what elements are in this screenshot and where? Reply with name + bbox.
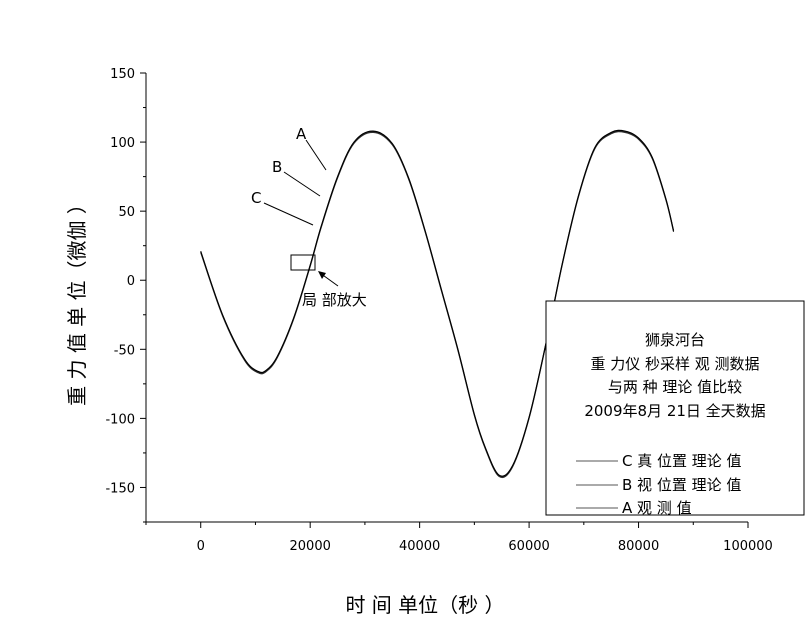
pointer-line-c (263, 202, 314, 226)
legend-title-line-3: 与两 种 理论 值比较 (608, 378, 742, 396)
x-tick-label: 20000 (290, 539, 331, 554)
zoom-arrow-head (318, 271, 326, 279)
y-tick-label: -100 (105, 412, 135, 427)
x-tick-label: 0 (197, 539, 205, 554)
legend-box (545, 300, 805, 516)
zoom-box (290, 254, 316, 271)
y-tick-label: -150 (105, 481, 135, 496)
x-tick-label: 40000 (399, 539, 440, 554)
x-tick-label: 80000 (618, 539, 659, 554)
legend-entry-b: B 视 位置 理论 值 (622, 476, 741, 494)
curve-label-c: C (251, 189, 261, 207)
legend-title-line-4: 2009年8月 21日 全天数据 (584, 402, 765, 420)
x-tick-label: 100000 (723, 539, 773, 554)
annotations: A B C 局 部放大 (251, 125, 367, 309)
x-tick-label: 60000 (508, 539, 549, 554)
pointer-line-a (305, 139, 327, 171)
legend: 狮泉河台 重 力仪 秒采样 观 测数据 与两 种 理论 值比较 2009年8月 … (545, 300, 805, 517)
series-layer (200, 129, 675, 479)
zoom-label: 局 部放大 (302, 291, 367, 309)
y-tick-label: 150 (110, 67, 135, 82)
curve-label-b: B (272, 158, 282, 176)
axes (140, 72, 749, 528)
legend-title-line-2: 重 力仪 秒采样 观 测数据 (590, 355, 759, 373)
legend-entry-c: C 真 位置 理论 值 (622, 452, 742, 470)
x-axis-title: 时 间 单位（秒 ） (345, 593, 504, 617)
y-tick-label: 50 (118, 205, 135, 220)
y-tick-label: 100 (110, 136, 135, 151)
tick-labels: 150 100 50 0 -50 -100 -150 0 20000 40000 60000 8000… (105, 67, 772, 554)
curve-label-a: A (296, 125, 307, 143)
y-tick-label: -50 (114, 343, 135, 358)
legend-title-line-1: 狮泉河台 (645, 331, 705, 349)
pointer-line-b (283, 171, 321, 197)
legend-entry-a: A 观 测 值 (622, 499, 692, 517)
y-tick-label: 0 (127, 274, 135, 289)
series-line-2 (200, 129, 675, 477)
y-axis-title: 重 力 值 单 位（微伽 ） (65, 194, 89, 406)
